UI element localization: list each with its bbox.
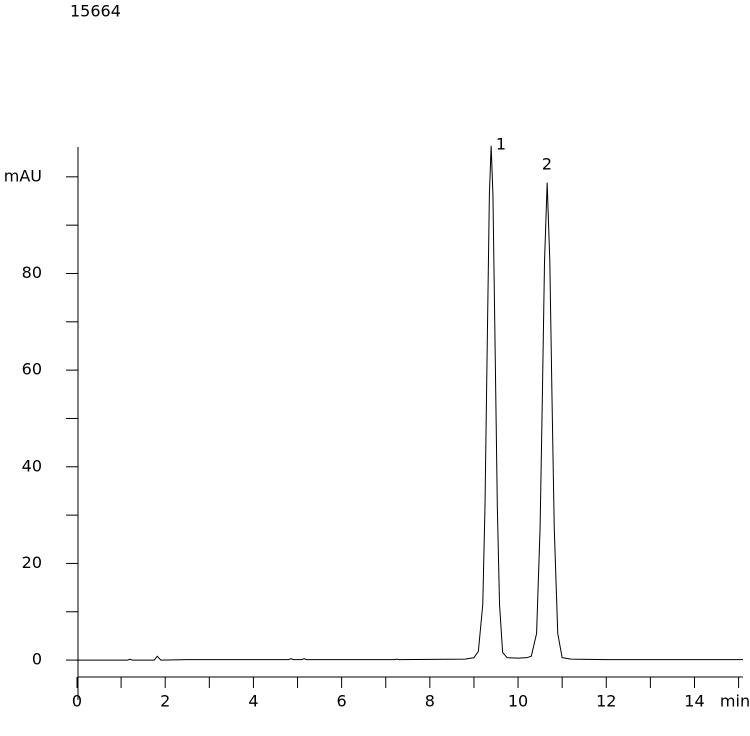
x-tick-label: 4 <box>248 692 258 711</box>
y-tick-label: 60 <box>22 360 42 379</box>
peak-label: 1 <box>496 135 506 154</box>
x-axis-label: min <box>720 692 750 711</box>
x-tick-label: 10 <box>508 692 528 711</box>
peak-label: 2 <box>542 155 552 174</box>
x-tick-label: 12 <box>596 692 616 711</box>
y-tick-label: 0 <box>32 650 42 669</box>
y-tick-label: 20 <box>22 553 42 572</box>
x-tick-label: 8 <box>425 692 435 711</box>
chart-title: 15664 <box>70 2 121 21</box>
x-tick-label: 2 <box>160 692 170 711</box>
chromatogram-line <box>77 145 743 661</box>
y-tick-label: 80 <box>22 263 42 282</box>
y-tick-label: 40 <box>22 456 42 475</box>
x-tick-label: 0 <box>72 692 82 711</box>
x-tick-label: 6 <box>337 692 347 711</box>
y-tick-label: mAU <box>4 166 42 185</box>
x-tick-label: 14 <box>684 692 704 711</box>
